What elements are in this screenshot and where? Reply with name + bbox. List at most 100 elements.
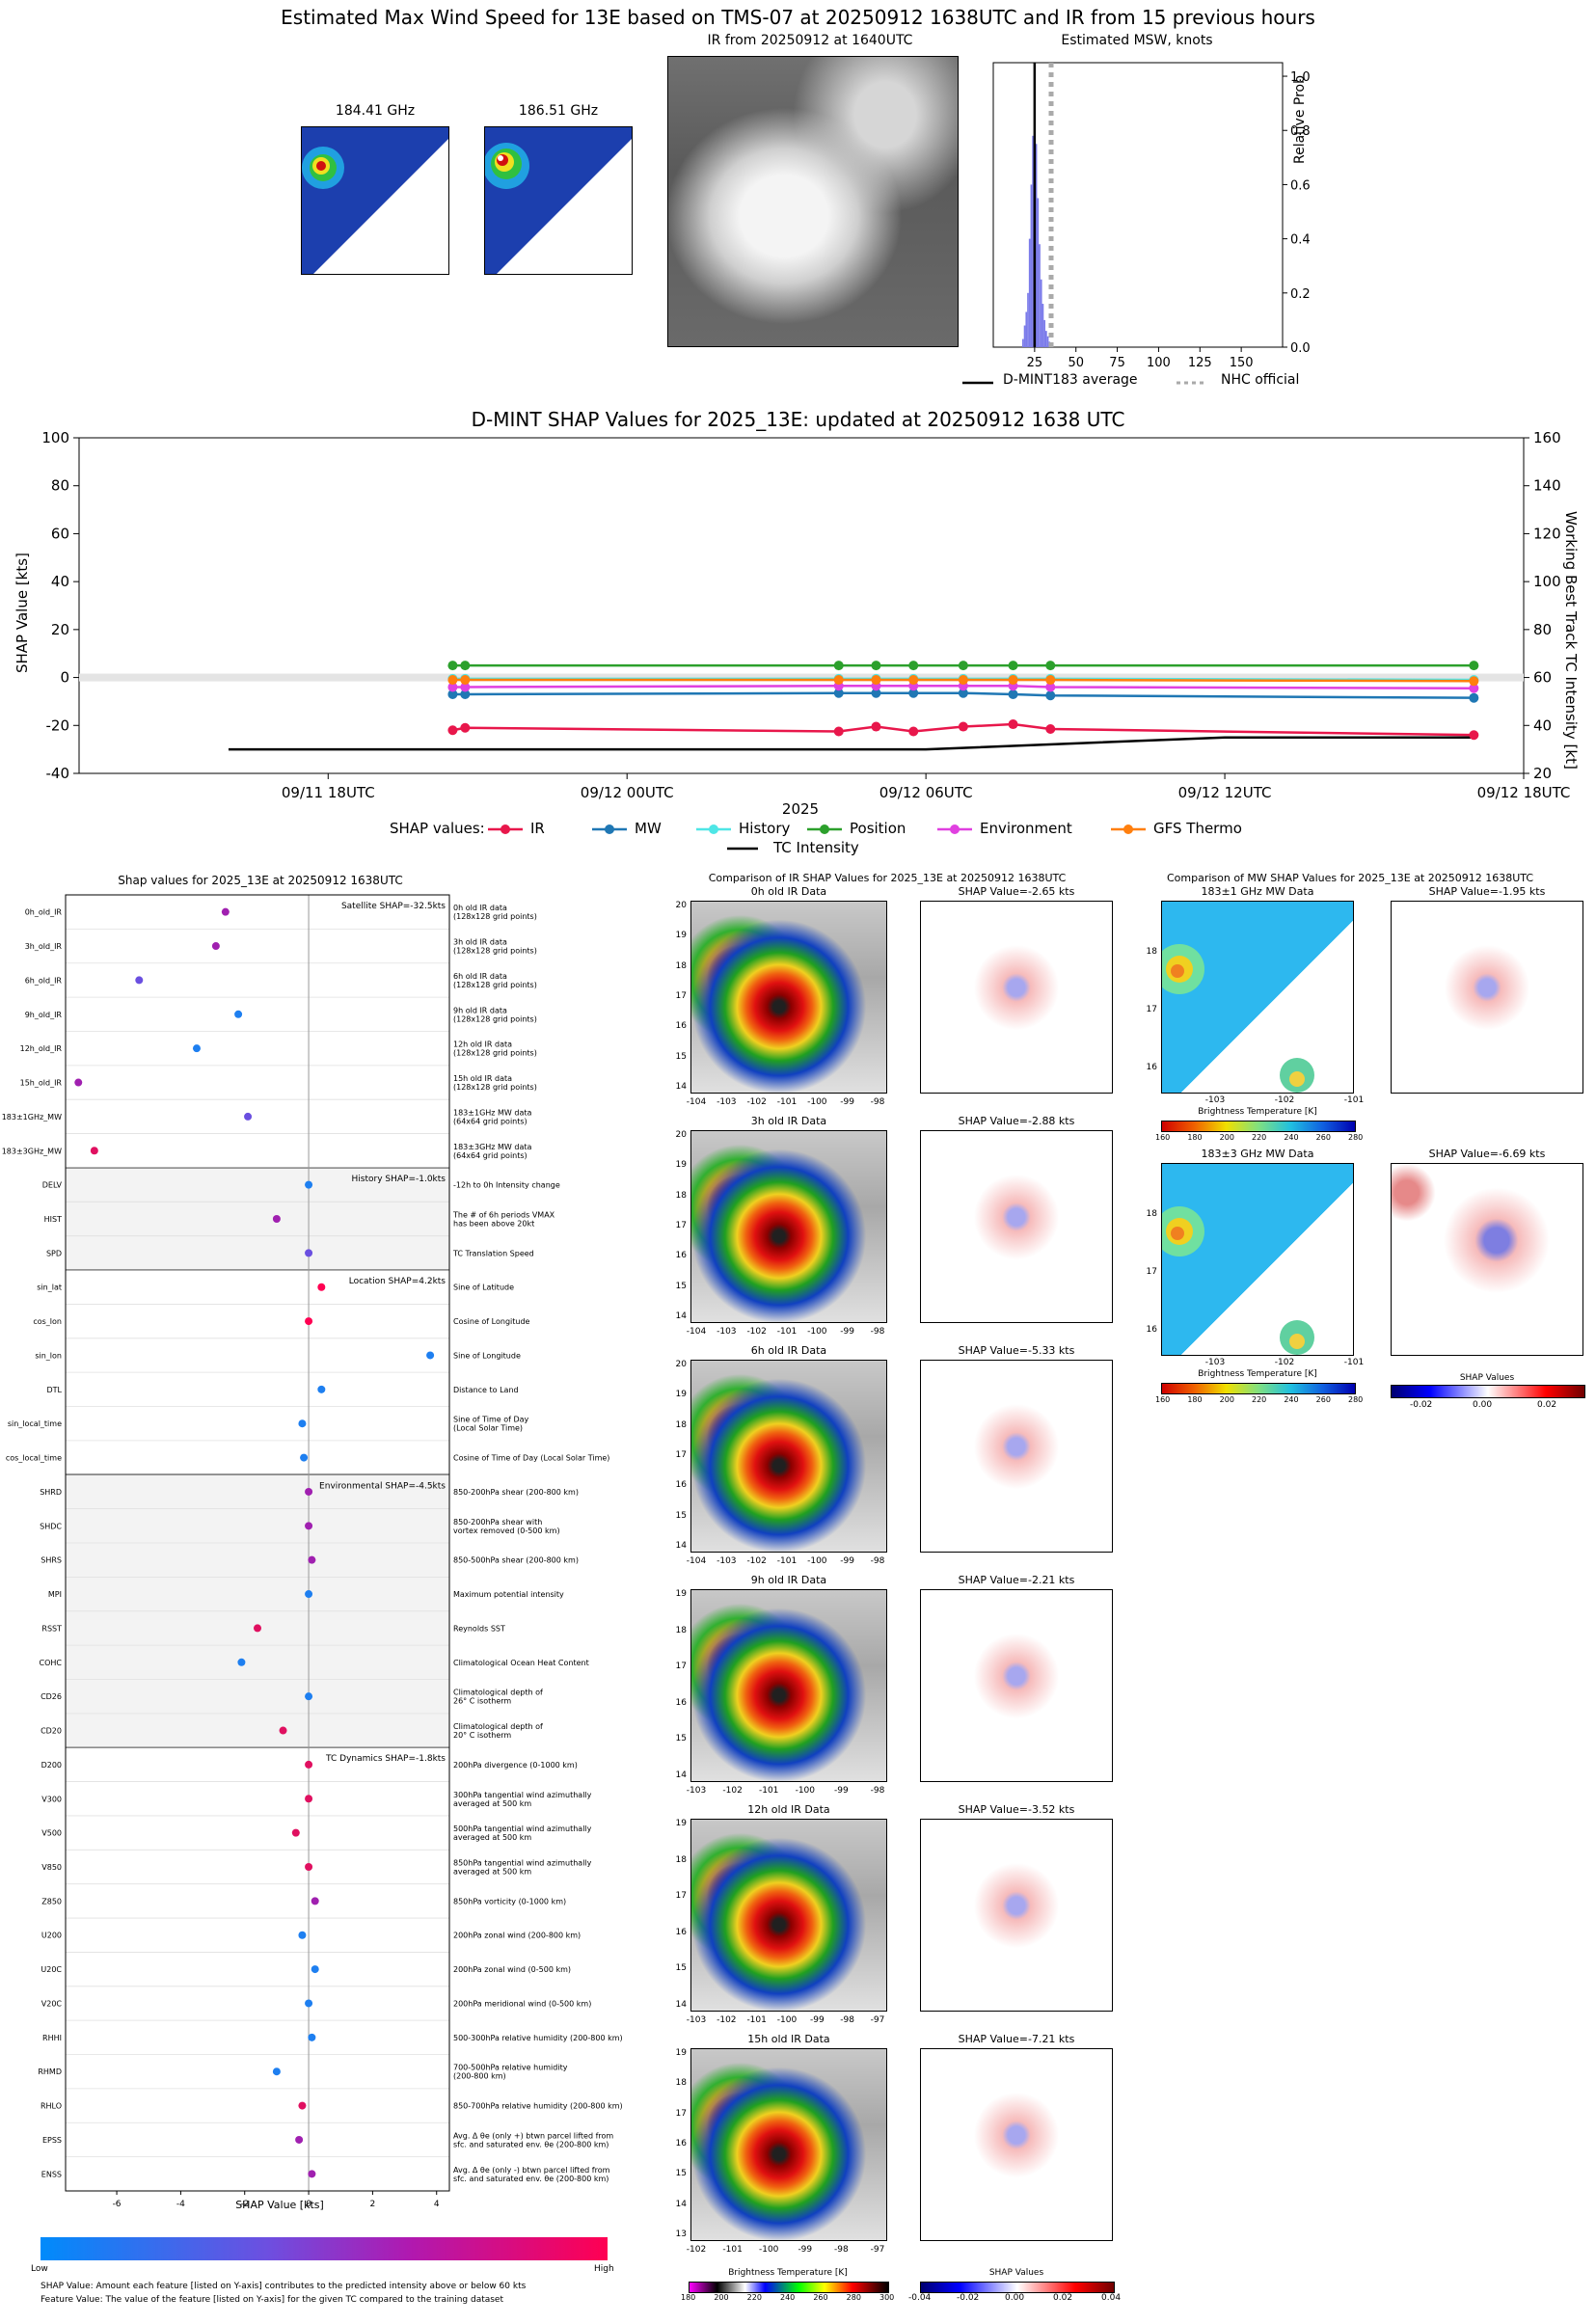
feature-shap-point — [135, 976, 144, 985]
feature-description: 200hPa zonal wind (0-500 km) — [453, 1965, 571, 1974]
ir-shap-image — [920, 1360, 1113, 1553]
feature-description: Sine of Latitude — [453, 1284, 514, 1292]
feature-group-label: TC Dynamics SHAP=-1.8kts — [325, 1754, 446, 1764]
ir-shap-colorbar-label: SHAP Values — [988, 2268, 1044, 2278]
ir-panel-label: IR from 20250912 at 1640UTC — [707, 33, 913, 48]
histogram-bar — [1040, 279, 1042, 347]
ir-ytick-label: 20 — [675, 901, 687, 910]
ts-xtick-label: 09/12 06UTC — [879, 784, 973, 801]
ts-xtick-label: 09/12 00UTC — [581, 784, 674, 801]
ir-data-image — [690, 1819, 887, 2012]
ts-ytick-left-label: 0 — [60, 669, 69, 687]
feature-shap-point — [305, 1590, 313, 1599]
ir-ytick-label: 17 — [675, 1221, 687, 1230]
feature-name-label: DTL — [46, 1386, 62, 1394]
feature-name-label: SHRS — [41, 1556, 62, 1565]
mw-row-data-label: 183±3 GHz MW Data — [1201, 1148, 1314, 1160]
ir-ytick-label: 16 — [675, 1927, 687, 1937]
feature-description: Climatological depth of — [453, 1722, 543, 1731]
ts-ytick-right-label: 140 — [1533, 477, 1561, 495]
mw-ytick-label: 18 — [1146, 947, 1157, 957]
feature-shap-point — [308, 1555, 316, 1564]
mw-bt-colorbar — [1161, 1383, 1356, 1394]
feature-description: sfc. and saturated env. θe (200-800 km) — [453, 2140, 609, 2148]
feature-name-label: RHLO — [41, 2102, 62, 2111]
histogram-bar — [1023, 325, 1026, 347]
feature-xlabel: SHAP Value [kts] — [235, 2199, 324, 2211]
feature-description: Sine of Longitude — [453, 1351, 521, 1360]
feature-description: 500hPa tangential wind azimuthally — [453, 1824, 592, 1833]
ir-ytick-label: 16 — [675, 1480, 687, 1491]
ir-xtick-label: -104 — [686, 1327, 707, 1337]
ts-point-gfs-thermo — [1008, 675, 1018, 686]
ir-xtick-label: -100 — [758, 2245, 779, 2255]
mw-panel-label-2: 186.51 GHz — [518, 103, 599, 119]
feature-name-label: 183±1GHz_MW — [2, 1113, 62, 1121]
mw-bt-tick: 160 — [1155, 1133, 1171, 1142]
mw-xtick-label: -103 — [1204, 1095, 1226, 1105]
ts-point-ir — [1008, 719, 1018, 730]
feature-shap-point — [311, 1897, 319, 1905]
ir-ytick-label: 17 — [675, 1891, 687, 1902]
ir-bt-tick: 300 — [879, 2293, 895, 2302]
ts-point-ir — [833, 726, 844, 737]
ts-point-ir — [447, 725, 458, 736]
ir-ytick-label: 15 — [675, 1281, 687, 1291]
ir-ytick-label: 14 — [675, 1311, 687, 1321]
mw-ytick-label: 18 — [1146, 1209, 1157, 1219]
legend-avg-label: D-MINT183 average — [1003, 372, 1138, 388]
mw-bt-colorbar — [1161, 1121, 1356, 1132]
ts-point-mw — [958, 688, 968, 698]
ir-data-image — [690, 1589, 887, 1782]
feature-name-label: EPSS — [42, 2136, 62, 2145]
feature-xtick-label: 4 — [434, 2200, 440, 2209]
histogram-bar — [1022, 338, 1024, 347]
ts-point-position — [1008, 661, 1018, 671]
ts-xtick-label: 09/11 18UTC — [282, 784, 375, 801]
shap-timeseries-chart: 100 80 60 40 20 0 -20 -40 160 140 120 100 80 60 40 20 09… — [41, 429, 1570, 801]
legend-label: Environment — [980, 820, 1072, 837]
feature-description: 850-700hPa relative humidity (200-800 km… — [453, 2102, 623, 2111]
ts-point-gfs-thermo — [1469, 676, 1479, 687]
ts-ytick-left-label: 40 — [51, 573, 69, 590]
feature-description: Cosine of Longitude — [453, 1317, 530, 1326]
mw-ytick-label: 16 — [1146, 1063, 1157, 1072]
mw-xtick-label: -102 — [1274, 1095, 1295, 1105]
ts-ytick-right-label: 100 — [1533, 573, 1561, 590]
ir-bt-tick: 260 — [813, 2293, 828, 2302]
ir-shap-tick: -0.04 — [908, 2293, 932, 2303]
histogram-ytick-label: 1.0 — [1290, 70, 1311, 85]
ir-ytick-label: 18 — [675, 1190, 687, 1201]
histogram-ytick-label: 0.2 — [1290, 287, 1311, 302]
ir-xtick-label: -103 — [717, 1097, 737, 1107]
ts-point-mw — [908, 688, 919, 698]
histogram-bar — [1025, 311, 1028, 347]
feature-shap-point — [234, 1010, 243, 1018]
feature-shap-point — [279, 1726, 287, 1735]
legend-label: History — [739, 820, 791, 837]
feature-shap-point — [308, 2170, 316, 2178]
histogram-ylabel: Relative Prob — [1292, 74, 1308, 164]
ir-row-shap-label: SHAP Value=-7.21 kts — [958, 2033, 1075, 2045]
feature-description: has been above 20kt — [453, 1220, 534, 1229]
ir-shap-tick: 0.02 — [1053, 2293, 1073, 2303]
feature-description: 6h old IR data — [453, 972, 507, 981]
ir-xtick-label: -98 — [840, 2015, 854, 2025]
feature-name-label: 6h_old_IR — [25, 976, 63, 985]
feature-description: 9h old IR data — [453, 1006, 507, 1014]
mw-row-shap-label: SHAP Value=-1.95 kts — [1428, 885, 1546, 898]
feature-description: vortex removed (0-500 km) — [453, 1527, 560, 1535]
mw-shap-image — [1391, 1163, 1583, 1356]
ir-ytick-label: 17 — [675, 991, 687, 1001]
ts-point-gfs-thermo — [908, 675, 919, 686]
ir-row-shap-label: SHAP Value=-5.33 kts — [958, 1344, 1075, 1357]
feature-shap-point — [272, 1215, 281, 1223]
ts-xtick-label: 09/12 12UTC — [1178, 784, 1272, 801]
ir-ytick-label: 19 — [675, 1819, 687, 1828]
ts-ytick-right-label: 60 — [1533, 669, 1552, 687]
ts-point-gfs-thermo — [833, 675, 844, 686]
feature-name-label: HIST — [44, 1215, 62, 1224]
ts-ytick-right-label: 80 — [1533, 621, 1552, 638]
feature-group-label: Environmental SHAP=-4.5kts — [319, 1481, 446, 1491]
footnote-feature: Feature Value: The value of the feature … — [41, 2295, 504, 2305]
